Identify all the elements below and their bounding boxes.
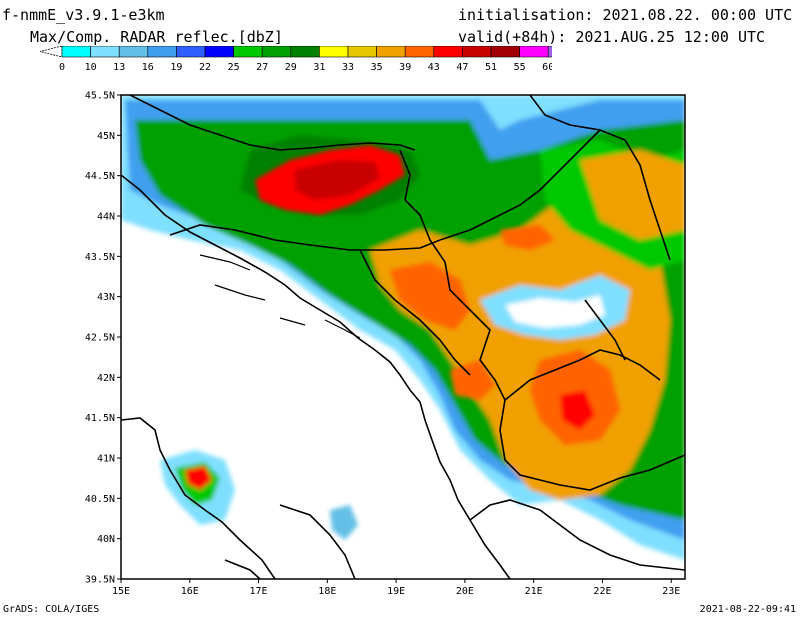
lat-tick-label: 41.5N [85, 413, 115, 424]
lat-tick-label: 45N [97, 131, 115, 142]
initialisation-time: initialisation: 2021.08.22. 00:00 UTC [458, 6, 793, 24]
lon-tick-label: 16E [181, 586, 199, 597]
lat-tick-label: 45.5N [85, 91, 115, 102]
colorbar-label: 27 [256, 62, 268, 73]
valid-time: valid(+84h): 2021.AUG.25 12:00 UTC [458, 28, 766, 46]
lat-tick-label: 39.5N [85, 575, 115, 586]
colorbar-label: 35 [371, 62, 383, 73]
lon-tick-label: 23E [662, 586, 680, 597]
colorbar-labels: 0 10 13 16 19 22 25 27 29 31 33 35 39 43 47 51 55 60 [59, 62, 552, 73]
lon-tick-label: 21E [525, 586, 543, 597]
colorbar-label: 29 [285, 62, 297, 73]
colorbar-boxes [39, 46, 552, 58]
lat-tick-label: 43.5N [85, 252, 115, 263]
colorbar-label: 55 [514, 62, 526, 73]
colorbar-swatch [547, 46, 552, 58]
lon-tick-label: 17E [250, 586, 268, 597]
colorbar-label: 25 [228, 62, 240, 73]
lon-tick-label: 20E [456, 586, 474, 597]
colorbar-label: 0 [59, 62, 65, 73]
colorbar-label: 31 [313, 62, 325, 73]
latitude-ticks: 45.5N 45N 44.5N 44N 43.5N 43N 42.5N 42N 41.5N 41N… [85, 91, 121, 586]
lon-tick-label: 15E [112, 586, 130, 597]
lat-tick-label: 43N [97, 292, 115, 303]
lat-tick-label: 41N [97, 454, 115, 465]
colorbar-label: 43 [428, 62, 440, 73]
lat-tick-label: 44.5N [85, 171, 115, 182]
colorbar-low-arrow [39, 46, 63, 58]
colorbar-label: 39 [399, 62, 411, 73]
reflectivity-field [121, 95, 685, 579]
colorbar-label: 22 [199, 62, 211, 73]
colorbar-label: 33 [342, 62, 354, 73]
colorbar: 0 10 13 16 19 22 25 27 29 31 33 35 39 43 47 51 55 60 [39, 46, 552, 73]
lon-tick-label: 22E [593, 586, 611, 597]
colorbar-label: 19 [170, 62, 182, 73]
product-title: Max/Comp. RADAR reflec.[dbZ] [30, 28, 283, 46]
model-title: f-nmmE_v3.9.1-e3km [2, 6, 165, 24]
longitude-ticks: 15E 16E 17E 18E 19E 20E 21E 22E 23E [112, 579, 680, 597]
lat-tick-label: 40N [97, 534, 115, 545]
colorbar-label: 16 [142, 62, 154, 73]
colorbar-label: 60 [542, 62, 552, 73]
lon-tick-label: 18E [318, 586, 336, 597]
lat-tick-label: 42.5N [85, 333, 115, 344]
lat-tick-label: 44N [97, 212, 115, 223]
lat-tick-label: 40.5N [85, 494, 115, 505]
colorbar-label: 51 [485, 62, 497, 73]
colorbar-label: 47 [456, 62, 468, 73]
colorbar-label: 13 [113, 62, 125, 73]
footer-credit: GrADS: COLA/IGES [3, 604, 100, 615]
footer-timestamp: 2021-08-22-09:41 [699, 604, 796, 615]
lat-tick-label: 42N [97, 373, 115, 384]
lon-tick-label: 19E [387, 586, 405, 597]
colorbar-label: 10 [85, 62, 97, 73]
